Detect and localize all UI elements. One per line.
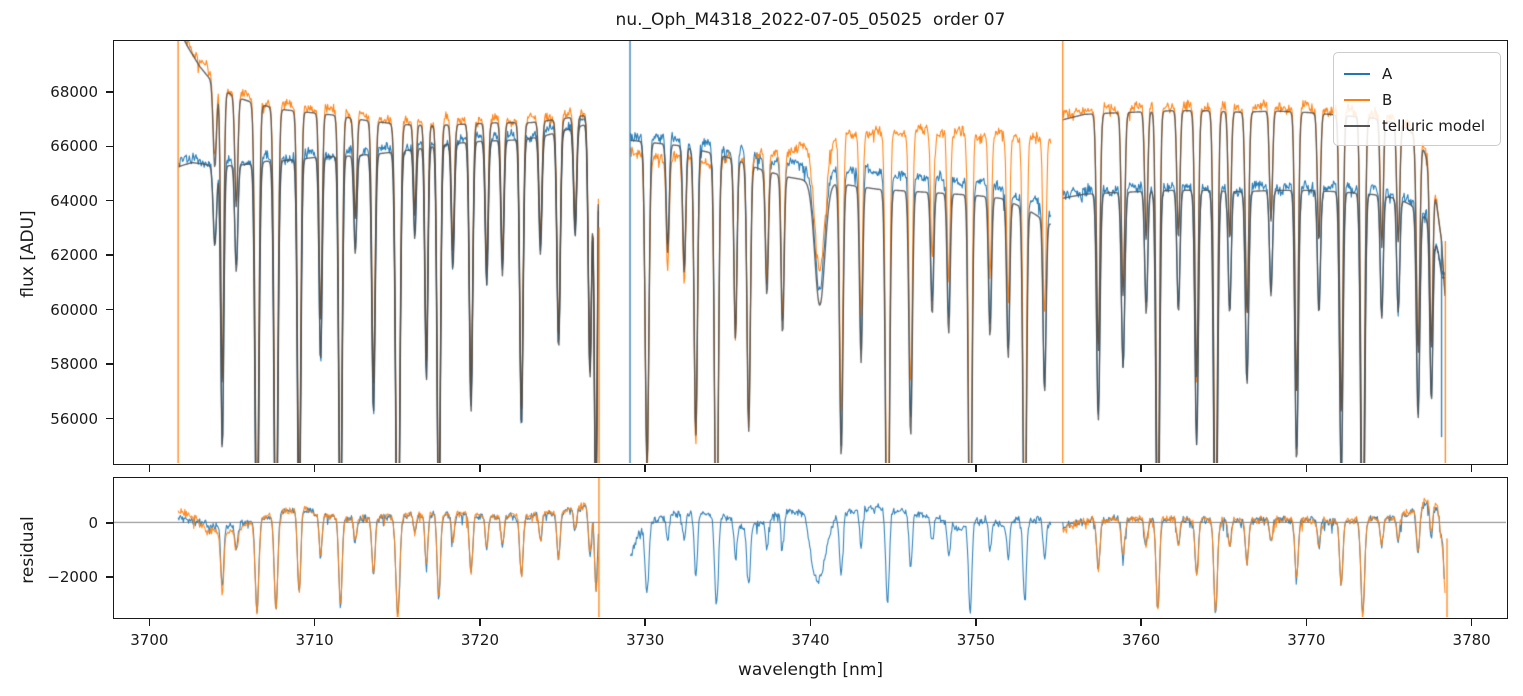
x-tick-mark <box>313 619 316 626</box>
x-tick-mark <box>975 619 977 626</box>
x-tick-mark <box>644 619 646 626</box>
legend-label-b: B <box>1382 91 1393 109</box>
x-tick-label: 3700 <box>130 631 169 649</box>
y-tick-label-flux: 58000 <box>50 355 98 374</box>
y-tick-mark-flux <box>106 254 113 256</box>
x-tick-mark <box>148 619 151 626</box>
y-tick-mark-residual <box>106 522 113 524</box>
residual-plot-canvas <box>114 478 1506 617</box>
x-tick-mark-upper <box>644 465 646 472</box>
x-tick-mark-upper <box>479 465 481 472</box>
x-tick-mark-upper <box>1140 465 1142 472</box>
x-tick-label: 3750 <box>956 631 995 649</box>
flux-panel <box>113 40 1508 465</box>
y-tick-label-flux: 68000 <box>50 82 98 101</box>
x-tick-mark <box>479 619 481 626</box>
y-tick-label-flux: 66000 <box>50 137 98 156</box>
y-tick-label-flux: 60000 <box>50 300 98 319</box>
y-tick-label-flux: 62000 <box>50 246 98 265</box>
legend-entry-B: B <box>1344 87 1490 113</box>
y-tick-mark-flux <box>106 363 113 365</box>
legend-entry-A: A <box>1344 61 1490 87</box>
y-tick-mark-flux <box>106 417 113 420</box>
x-tick-mark-upper <box>148 465 151 472</box>
y-tick-mark-residual <box>106 576 113 578</box>
x-tick-mark <box>1305 619 1308 626</box>
x-tick-mark-upper <box>313 465 316 472</box>
y-tick-label-residual: −2000 <box>47 568 98 587</box>
x-tick-mark <box>809 619 812 626</box>
x-tick-label: 3760 <box>1121 631 1161 649</box>
x-tick-mark-upper <box>1470 465 1473 472</box>
x-tick-label: 3770 <box>1287 631 1326 649</box>
telluric-swatch-icon <box>1344 125 1370 127</box>
legend-entry-telluric: telluric model <box>1344 113 1490 139</box>
x-tick-label: 3710 <box>295 631 334 649</box>
chart-title: nu._Oph_M4318_2022-07-05_05025 order 07 <box>615 10 1006 30</box>
x-tick-mark-upper <box>809 465 812 472</box>
x-tick-mark-upper <box>1305 465 1308 472</box>
y-tick-mark-flux <box>106 145 113 147</box>
y-tick-mark-flux <box>106 199 113 202</box>
series-a-swatch-icon <box>1344 73 1370 75</box>
y-tick-label-flux: 64000 <box>50 191 98 210</box>
x-tick-mark <box>1140 619 1142 626</box>
x-tick-mark <box>1470 619 1473 626</box>
x-tick-label: 3720 <box>460 631 500 649</box>
legend: A B telluric model <box>1333 52 1501 146</box>
residual-panel <box>113 477 1508 619</box>
y-tick-mark-flux <box>106 91 113 93</box>
y-tick-label-residual: 0 <box>88 513 98 532</box>
x-tick-label: 3740 <box>791 631 830 649</box>
flux-plot-canvas <box>114 41 1506 463</box>
x-tick-mark-upper <box>975 465 977 472</box>
y-tick-mark-flux <box>106 308 113 311</box>
legend-label-telluric: telluric model <box>1382 117 1486 135</box>
x-axis-label: wavelength [nm] <box>737 660 884 680</box>
x-tick-label: 3730 <box>626 631 665 649</box>
series-b-swatch-icon <box>1344 99 1370 101</box>
y-tick-label-flux: 56000 <box>50 409 98 428</box>
legend-label-a: A <box>1382 65 1393 83</box>
x-tick-label: 3780 <box>1452 631 1491 649</box>
